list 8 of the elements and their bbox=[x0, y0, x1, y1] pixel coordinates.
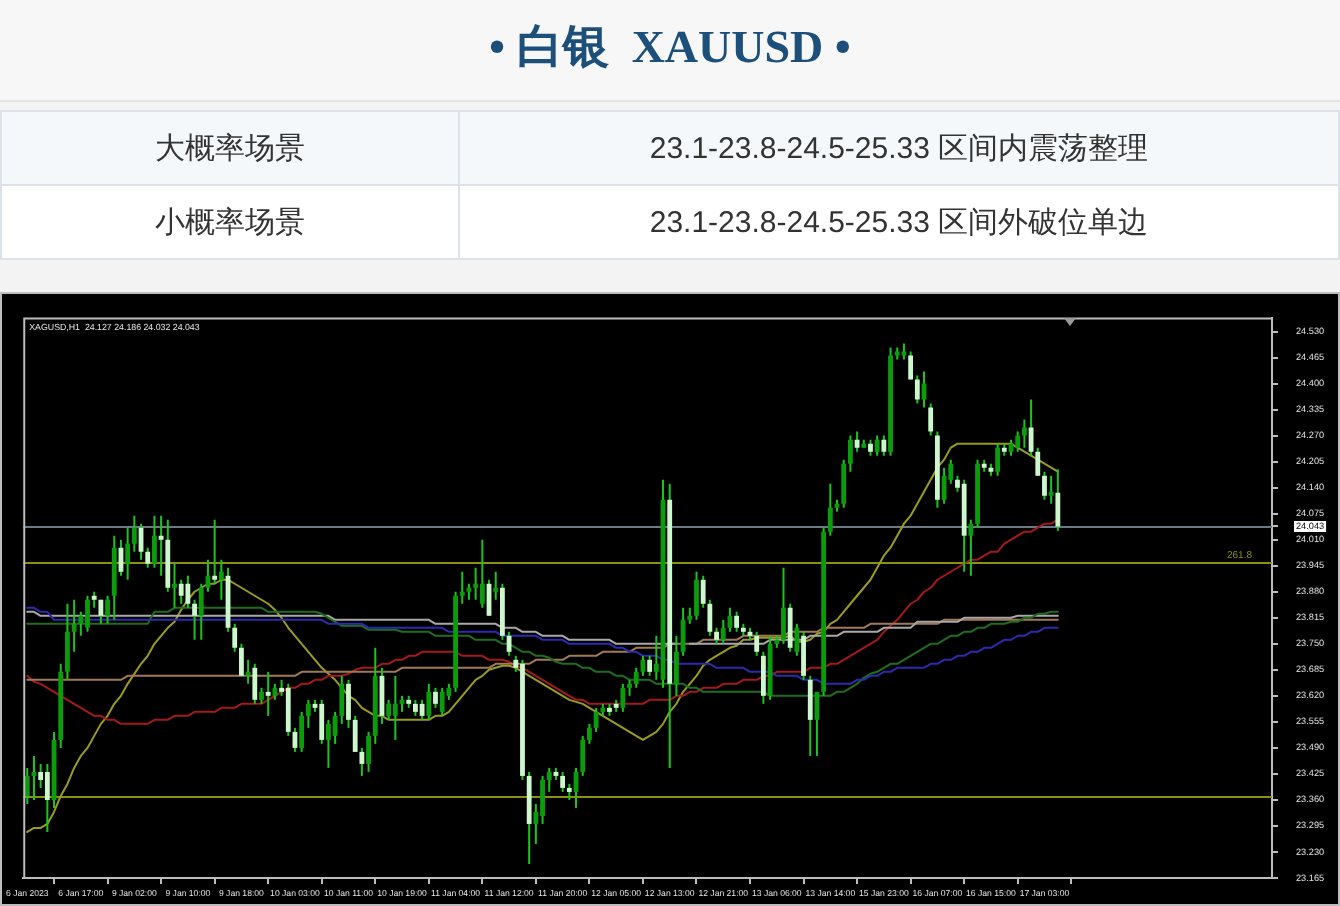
text: 23.1-23.8-24.5-25.33 区间内震荡整理 bbox=[459, 111, 1339, 185]
text: 23.1-23.8-24.5-25.33 区间外破位单边 bbox=[459, 185, 1339, 259]
candlestick bbox=[265, 671, 271, 716]
candlestick bbox=[212, 519, 218, 584]
candlestick bbox=[172, 563, 177, 608]
text: 小概率场景 bbox=[1, 185, 459, 259]
text: 大概率场景 bbox=[1, 111, 459, 185]
chart-title: • 白银 XAUUSD • bbox=[489, 22, 851, 72]
